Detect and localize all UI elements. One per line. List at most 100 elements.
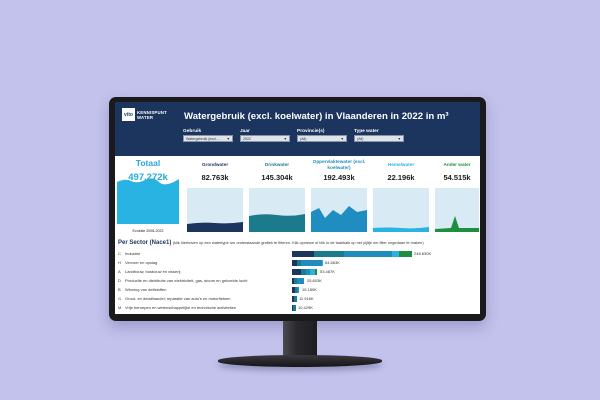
sector-value: 10.429K (298, 305, 313, 310)
tile-ander-water[interactable]: Ander water 54.515k (435, 158, 479, 238)
tile-oppervlaktewater[interactable]: Oppervlaktewater (excl. koelwater) 192.4… (311, 158, 367, 238)
sector-label: Productie en distributie van elektricite… (125, 278, 248, 283)
sector-row[interactable]: M Vrije beroepen en wetenschappelijke en… (118, 304, 478, 313)
sector-value: 25.603K (307, 278, 322, 283)
filter-label: Jaar (240, 129, 250, 134)
sector-hint: (klik hierboven op een watertype om onde… (172, 240, 424, 245)
jaar-select[interactable]: 2022 ▼ (240, 135, 290, 142)
drinkwater-sparkline (249, 188, 305, 232)
sector-bar[interactable] (292, 251, 412, 257)
tile-drinkwater[interactable]: Drinkwater 145.304k (249, 158, 305, 238)
bar-segment-hemelwater (392, 251, 399, 257)
bar-segment-grondwater (292, 269, 301, 275)
sector-label: Landbouw, bosbouw en visserij (125, 269, 181, 274)
filter-provincie: Provincie(s) (All) ▼ (297, 129, 347, 142)
monitor-stand-neck (283, 321, 317, 357)
dashboard-screen: vito KENNISPUNT WATER Watergebruik (excl… (115, 102, 480, 314)
bar-segment-drinkwater (294, 278, 297, 284)
bar-segment-drinkwater (297, 260, 301, 266)
bar-segment-hemelwater (322, 260, 323, 266)
monitor: vito KENNISPUNT WATER Watergebruik (excl… (109, 97, 486, 321)
sector-row[interactable]: H Vervoer en opslag 64.663K (118, 259, 478, 268)
filter-label: Type water (354, 129, 379, 134)
tile-title: Hemelwater (387, 162, 415, 167)
gebruik-select[interactable]: Watergebruik (excl.... ▼ (183, 135, 233, 142)
tile-grondwater[interactable]: Grondwater 82.763k (187, 158, 243, 238)
bar-segment-grondwater (292, 287, 295, 293)
sector-label: Groot- en detailhandel; reparatie van au… (125, 296, 231, 301)
filter-bar: Gebruik Watergebruik (excl.... ▼ Jaar 202… (183, 129, 404, 142)
sector-row[interactable]: A Landbouw, bosbouw en visserij 53.487K (118, 268, 478, 277)
total-tile[interactable]: Totaal 497.272k Evolutie 2008-2022 (117, 158, 179, 238)
bar-segment-grondwater (292, 260, 297, 266)
kpi-tiles: Totaal 497.272k Evolutie 2008-2022 Grond… (115, 158, 480, 238)
bar-segment-ander-water (399, 251, 412, 257)
sector-code: B (118, 287, 121, 292)
bar-segment-grondwater (292, 305, 293, 311)
bar-segment-grondwater (292, 251, 314, 257)
sector-bar[interactable] (292, 296, 297, 302)
filter-type-water: Type water (All) ▼ (354, 129, 404, 142)
sector-label: Winning van delfstoffen (125, 287, 167, 292)
bar-segment-grondwater (292, 296, 294, 302)
ander-water-sparkline (435, 188, 479, 232)
sector-bar[interactable] (292, 287, 299, 293)
sector-value: 248.630K (414, 251, 432, 256)
tile-hemelwater[interactable]: Hemelwater 22.196k (373, 158, 429, 238)
sector-row[interactable]: B Winning van delfstoffen 15.180K (118, 286, 478, 295)
sector-bar[interactable] (292, 269, 317, 275)
total-evolution-chart (117, 178, 179, 224)
bar-segment-drinkwater (294, 296, 297, 302)
total-note: Evolutie 2008-2022 (132, 229, 164, 233)
sector-bar[interactable] (292, 278, 304, 284)
chevron-down-icon: ▼ (226, 136, 230, 141)
logo-line-2: WATER (137, 114, 154, 120)
bar-segment-oppervlaktewater (297, 287, 299, 293)
filter-jaar: Jaar 2022 ▼ (240, 129, 290, 142)
tile-value: 192.493k (323, 173, 355, 182)
tile-title: Ander water (443, 162, 471, 167)
sector-bar[interactable] (292, 260, 323, 266)
type-water-select[interactable]: (All) ▼ (354, 135, 404, 142)
sparkline-area (435, 216, 479, 232)
bar-segment-oppervlaktewater (344, 251, 392, 257)
tile-value: 22.196k (387, 173, 415, 182)
dashboard-header: vito KENNISPUNT WATER Watergebruik (excl… (115, 102, 480, 156)
sector-row[interactable]: C Industrie 248.630K (118, 250, 478, 259)
hemelwater-sparkline (373, 188, 429, 232)
chevron-down-icon: ▼ (340, 136, 344, 141)
vito-logo-mark: vito (122, 108, 135, 121)
filter-gebruik: Gebruik Watergebruik (excl.... ▼ (183, 129, 233, 142)
chevron-down-icon: ▼ (283, 136, 287, 141)
select-value: 2022 (243, 136, 251, 141)
tile-title: Oppervlaktewater (excl. koelwater) (312, 159, 366, 170)
bar-segment-hemelwater (310, 269, 315, 275)
select-value: (All) (357, 136, 364, 141)
sparkline-area (187, 222, 243, 232)
sector-code: C (118, 251, 121, 256)
sector-row[interactable]: D Productie en distributie van elektrici… (118, 277, 478, 286)
sector-title: Per Sector (Nace1) (118, 240, 172, 246)
sector-value: 64.663K (325, 260, 340, 265)
sector-value: 11.916K (299, 296, 314, 301)
sector-code: A (118, 269, 121, 274)
sector-label: Industrie (125, 251, 141, 256)
bar-segment-grondwater (292, 278, 294, 284)
monitor-stand-base (218, 355, 382, 367)
provincie-select[interactable]: (All) ▼ (297, 135, 347, 142)
tile-title: Grondwater (201, 162, 229, 167)
sector-bar[interactable] (292, 305, 296, 311)
bar-segment-drinkwater (314, 251, 344, 257)
sector-row[interactable]: G Groot- en detailhandel; reparatie van … (118, 295, 478, 304)
tile-title: Drinkwater (264, 162, 290, 167)
bar-segment-drinkwater (293, 305, 296, 311)
select-value: (All) (300, 136, 307, 141)
vito-logo: vito KENNISPUNT WATER (122, 108, 167, 121)
sector-code: M (118, 305, 122, 310)
bar-segment-drinkwater (301, 269, 306, 275)
oppervlaktewater-sparkline (311, 188, 367, 232)
select-value: Watergebruik (excl.... (186, 136, 220, 141)
sector-value: 53.487K (320, 269, 335, 274)
sparkline-area (249, 214, 305, 232)
bar-segment-oppervlaktewater (306, 269, 310, 275)
